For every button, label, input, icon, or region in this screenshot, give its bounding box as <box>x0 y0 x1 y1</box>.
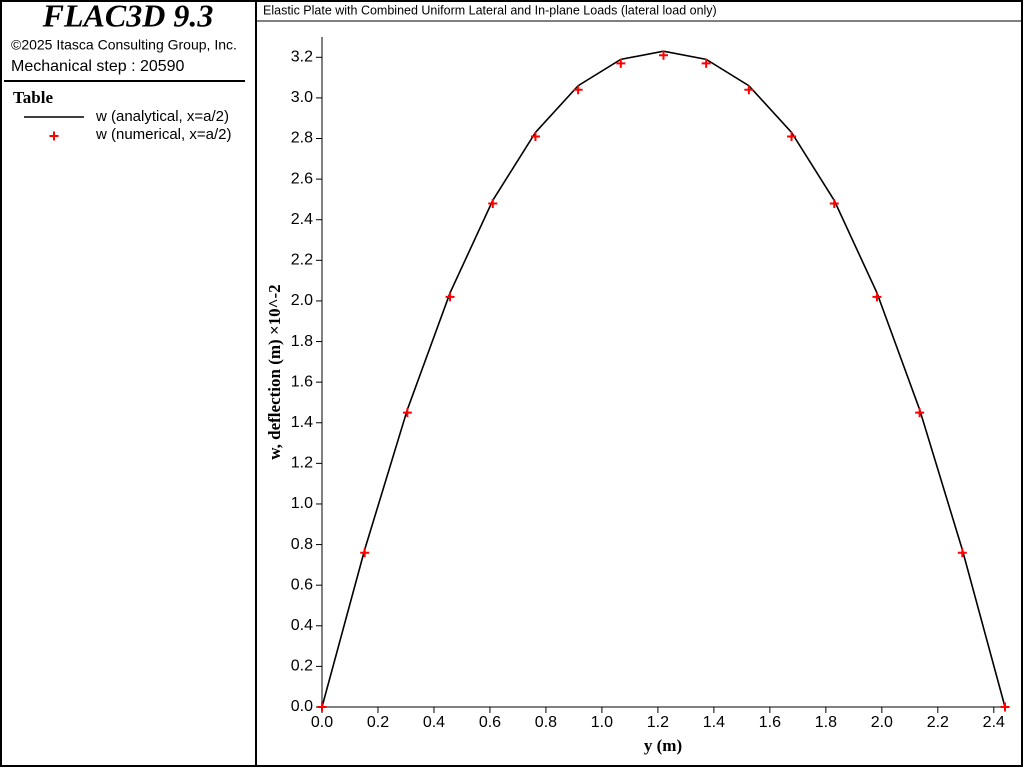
point-marker <box>573 85 583 95</box>
x-tick-label: 1.8 <box>815 714 837 731</box>
point-marker <box>744 85 754 95</box>
y-tick-label: 0.4 <box>291 617 313 634</box>
x-tick-label: 0.2 <box>367 714 389 731</box>
y-tick-label: 1.6 <box>291 373 313 390</box>
chart-title: Elastic Plate with Combined Uniform Late… <box>263 3 717 17</box>
x-tick-label: 2.4 <box>983 714 1005 731</box>
point-marker <box>445 292 455 302</box>
y-tick-label: 2.2 <box>291 252 313 269</box>
y-tick-label: 1.8 <box>291 333 313 350</box>
legend-swatch <box>49 131 59 141</box>
y-tick-label: 2.4 <box>291 211 313 228</box>
y-tick-label: 2.0 <box>291 292 313 309</box>
x-tick-label: 1.4 <box>703 714 725 731</box>
x-tick-label: 1.2 <box>647 714 669 731</box>
x-tick-label: 0.8 <box>535 714 557 731</box>
app-title: FLAC3D 9.3 <box>42 0 214 33</box>
y-tick-label: 3.2 <box>291 49 313 66</box>
y-tick-label: 2.8 <box>291 130 313 147</box>
point-marker <box>872 292 882 302</box>
y-axis-label: w, deflection (m) ×10^-2 <box>265 284 284 459</box>
legend-title: Table <box>13 88 53 107</box>
point-marker <box>787 131 797 141</box>
point-marker <box>659 50 668 60</box>
y-tick-label: 0.0 <box>291 698 313 715</box>
point-marker <box>402 408 412 418</box>
y-tick-label: 0.8 <box>291 536 313 553</box>
legend-label: w (analytical, x=a/2) <box>95 108 229 125</box>
point-marker <box>915 408 925 418</box>
y-tick-label: 2.6 <box>291 170 313 187</box>
x-tick-label: 2.0 <box>871 714 893 731</box>
copyright: ©2025 Itasca Consulting Group, Inc. <box>11 37 237 53</box>
step: Mechanical step : 20590 <box>11 58 185 75</box>
x-tick-label: 1.0 <box>591 714 613 731</box>
y-tick-label: 0.2 <box>291 658 313 675</box>
point-marker <box>1000 702 1010 712</box>
x-tick-label: 0.4 <box>423 714 445 731</box>
series-line <box>321 50 1006 708</box>
point-marker <box>701 58 711 68</box>
x-tick-label: 0.0 <box>311 714 333 731</box>
y-tick-label: 1.4 <box>291 414 313 431</box>
y-tick-label: 3.0 <box>291 89 313 106</box>
point-marker <box>488 198 498 208</box>
y-tick-label: 1.2 <box>291 455 313 472</box>
point-marker <box>317 702 327 712</box>
point-marker <box>957 548 967 558</box>
y-tick-label: 0.6 <box>291 576 313 593</box>
x-tick-label: 2.2 <box>927 714 949 731</box>
y-tick-label: 1.0 <box>291 495 313 512</box>
x-tick-label: 0.6 <box>479 714 501 731</box>
point-marker <box>530 131 540 141</box>
x-axis-label: y (m) <box>644 736 682 755</box>
x-tick-label: 1.6 <box>759 714 781 731</box>
point-marker <box>829 198 839 208</box>
legend-label: w (numerical, x=a/2) <box>95 126 231 143</box>
point-marker <box>616 58 626 68</box>
point-marker <box>360 548 370 558</box>
